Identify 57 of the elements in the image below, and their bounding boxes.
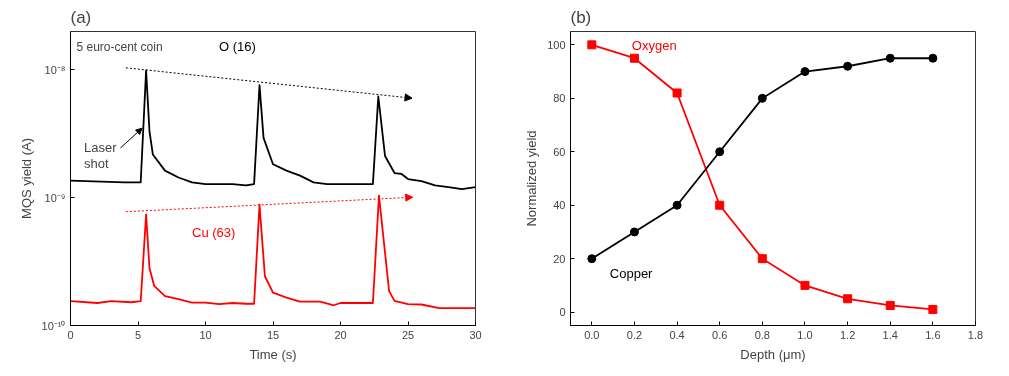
x-tick-label: 1.0	[797, 328, 813, 341]
point	[843, 61, 853, 71]
x-tick-label: 0.4	[669, 328, 685, 341]
point	[629, 227, 639, 237]
x-tick-label: 30	[469, 328, 482, 341]
point	[672, 88, 682, 98]
x-tick-label: 15	[266, 328, 280, 341]
point	[928, 304, 938, 314]
point	[885, 300, 895, 310]
x-tick-label: 1.8	[967, 328, 984, 341]
y-axis-title: Normalized yield	[524, 130, 540, 227]
x-axis-title: Time (s)	[249, 346, 297, 362]
point	[587, 254, 597, 264]
point	[885, 53, 895, 63]
y-tick-label: 10⁻⁹	[44, 191, 66, 204]
y-tick-label: 80	[553, 92, 566, 105]
y-tick-label: 100	[547, 38, 566, 51]
x-tick-label: 1.2	[839, 328, 856, 341]
point	[757, 93, 767, 103]
line-series	[70, 194, 476, 309]
x-tick-label: 0.6	[712, 328, 728, 341]
point	[843, 294, 853, 304]
y-axis-title: MQS yield (A)	[18, 138, 34, 219]
x-tick-label: 25	[401, 328, 415, 341]
x-tick-label: 0.8	[754, 328, 770, 341]
point	[928, 53, 938, 63]
text: O (16)	[219, 38, 256, 54]
y-tick-label: 40	[553, 199, 566, 212]
x-tick-label: 1.6	[925, 328, 941, 341]
point	[715, 200, 725, 210]
y-tick-label: 60	[553, 145, 566, 158]
annotation: 5 euro-cent coin	[76, 39, 163, 54]
x-tick-label: 5	[134, 328, 142, 341]
series-label: Cu (63)	[192, 224, 236, 240]
x-tick-label: 0	[67, 328, 74, 341]
point	[800, 280, 810, 290]
chart-title: (a)	[70, 7, 92, 27]
annotation: Laser shot	[84, 139, 118, 171]
point	[800, 67, 810, 77]
y-tick-label: 10⁻⁸	[44, 63, 66, 76]
series-label: Oxygen	[631, 37, 677, 53]
x-tick-label: 0.2	[626, 328, 643, 341]
x-tick-label: 10	[199, 328, 212, 341]
point	[587, 40, 597, 50]
x-tick-label: 20	[334, 328, 347, 341]
x-tick-label: 0.0	[584, 328, 600, 341]
x-axis-title: Depth (μm)	[740, 346, 806, 362]
point	[757, 254, 767, 264]
y-tick-label: 10⁻¹⁰	[41, 319, 66, 332]
point	[672, 200, 682, 210]
series-label: Copper	[609, 265, 654, 281]
point	[715, 147, 725, 157]
x-tick-label: 1.4	[882, 328, 898, 341]
y-tick-label: 20	[553, 252, 566, 265]
point	[629, 53, 639, 63]
chart-title: (b)	[570, 7, 592, 27]
y-tick-label: 0	[559, 306, 566, 319]
